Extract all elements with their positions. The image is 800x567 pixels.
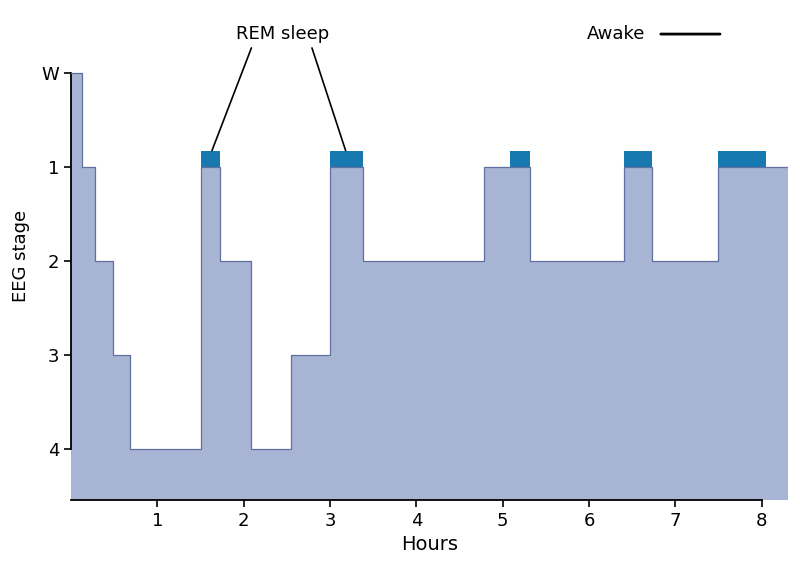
Text: REM sleep: REM sleep [236, 25, 330, 43]
X-axis label: Hours: Hours [401, 535, 458, 555]
Text: Awake: Awake [587, 25, 646, 43]
Y-axis label: EEG stage: EEG stage [13, 210, 30, 302]
